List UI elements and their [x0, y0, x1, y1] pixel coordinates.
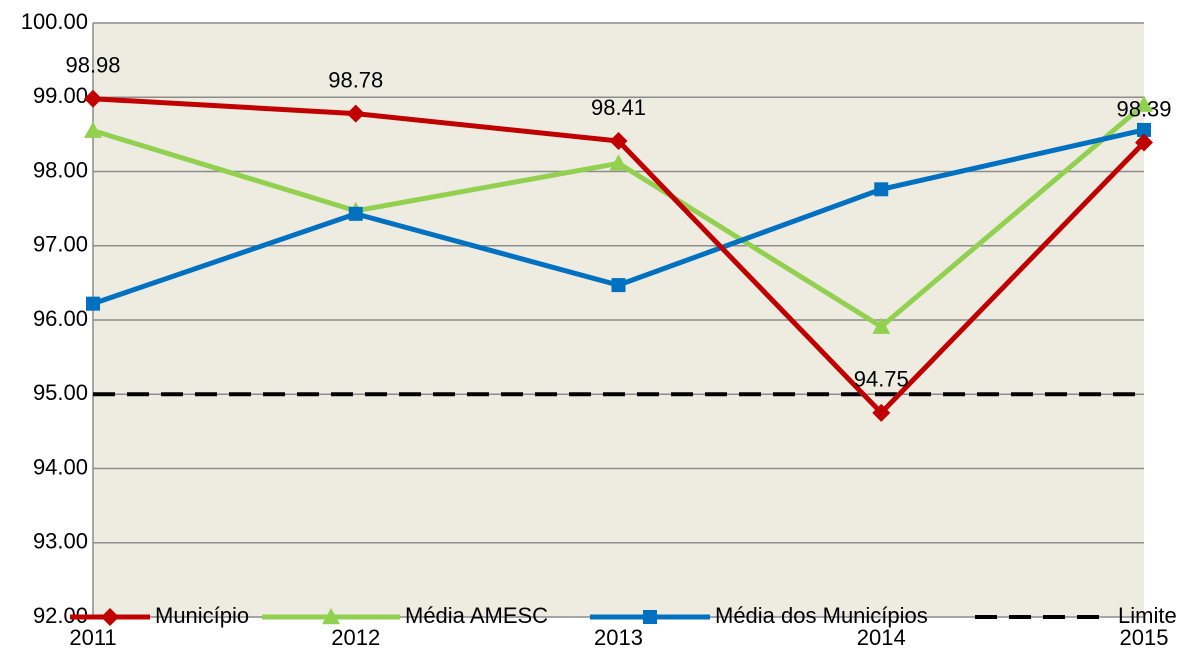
- legend: Município Média AMESC Média dos Municípios…: [70, 603, 1177, 628]
- marker: [322, 608, 340, 625]
- data-label: 98.39: [1116, 96, 1171, 121]
- marker: [348, 206, 363, 221]
- x-tick-label: 2013: [594, 625, 643, 649]
- marker: [84, 89, 102, 108]
- y-tick-label: 96.00: [33, 306, 88, 331]
- marker: [874, 182, 889, 197]
- legend-label: Limite: [1118, 603, 1177, 628]
- y-tick-label: 99.00: [33, 83, 88, 108]
- marker: [86, 296, 100, 311]
- x-tick-label: 2014: [857, 625, 906, 649]
- x-tick-label: 2011: [69, 625, 116, 649]
- marker: [346, 104, 365, 123]
- marker: [84, 121, 102, 138]
- marker: [1135, 133, 1153, 152]
- marker: [1135, 95, 1153, 112]
- data-label: 98.78: [328, 67, 383, 92]
- legend-label: Média dos Municípios: [715, 603, 928, 628]
- marker: [643, 610, 657, 624]
- y-tick-label: 97.00: [33, 232, 88, 257]
- data-label: 98.41: [591, 95, 646, 120]
- marker: [609, 132, 628, 151]
- legend-label: Média AMESC: [405, 603, 548, 628]
- x-tick-label: 2015: [1120, 625, 1169, 649]
- marker: [609, 154, 628, 171]
- marker: [611, 278, 626, 293]
- legend-label: Município: [155, 603, 249, 628]
- marker: [101, 608, 119, 626]
- x-tick-label: 2012: [331, 625, 380, 649]
- data-label: 94.75: [854, 367, 909, 392]
- y-tick-label: 94.00: [33, 454, 88, 479]
- data-label: 98.98: [65, 53, 120, 78]
- marker: [1137, 122, 1151, 137]
- y-tick-label: 93.00: [33, 529, 88, 554]
- y-tick-label: 95.00: [33, 380, 88, 405]
- marker: [872, 317, 891, 334]
- marker: [872, 403, 891, 422]
- y-tick-label: 100.00: [21, 9, 88, 34]
- y-tick-label: 98.00: [33, 157, 88, 182]
